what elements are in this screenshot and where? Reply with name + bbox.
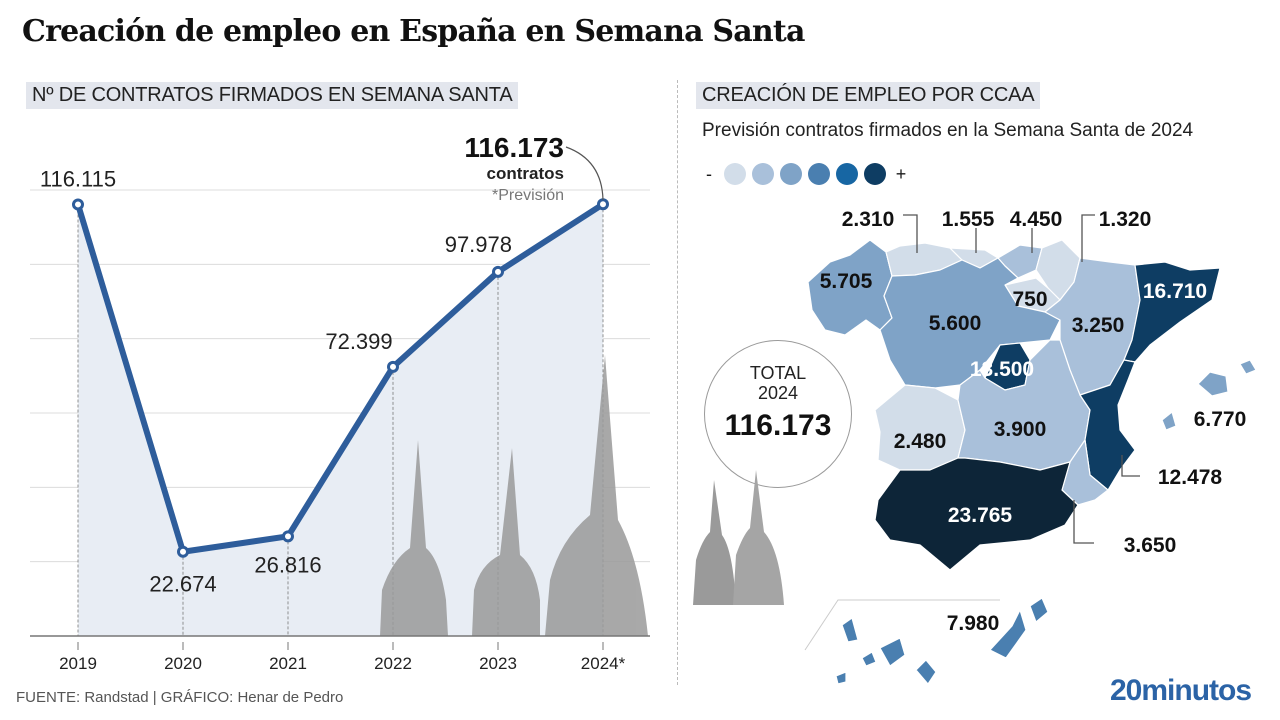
x-tick-label: 2019 (59, 654, 97, 673)
data-point (177, 545, 189, 558)
data-label: 22.674 (149, 572, 216, 597)
region-value-label: 2.310 (842, 208, 895, 231)
penitent-icon (693, 480, 736, 605)
total-badge: TOTAL 2024 116.173 (704, 340, 852, 488)
region-value-label: 4.450 (1010, 208, 1063, 231)
legend-swatch-4 (808, 163, 830, 185)
data-label: 97.978 (445, 232, 512, 257)
region-value-label: 2.480 (894, 430, 947, 453)
region-value-label: 3.650 (1124, 534, 1177, 557)
region-baleares (1161, 359, 1257, 431)
region-value-label: 1.555 (942, 208, 995, 231)
series-line (75, 201, 605, 555)
legend-minus: - (706, 163, 712, 184)
region-value-label: 3.250 (1072, 314, 1125, 337)
region-andalucia (874, 457, 1079, 571)
data-point (282, 530, 294, 543)
legend-swatch-5 (836, 163, 858, 185)
region-value-label: 7.980 (947, 612, 1000, 635)
source-credit: FUENTE: Randstad | GRÁFICO: Henar de Ped… (16, 689, 344, 706)
penitent-icon (733, 470, 784, 605)
penitent-icon (545, 355, 648, 636)
x-tick-label: 2022 (374, 654, 412, 673)
penitent-silhouettes-decoration (380, 355, 648, 636)
legend-swatch-6 (864, 163, 886, 185)
region-cataluna (1123, 261, 1221, 363)
line-chart: 2019 2020 2021 2022 2023 2024* 116.115 22.674 2… (30, 132, 650, 673)
legend-swatch-1 (724, 163, 746, 185)
region-value-label: 5.600 (929, 312, 982, 335)
penitent-silhouettes-map-decoration (693, 470, 784, 605)
penitent-icon (380, 440, 448, 636)
map-section-label: CREACIÓN DE EMPLEO POR CCAA (696, 82, 1041, 109)
highlight-note: *Previsión (492, 187, 564, 204)
region-value-label: 3.900 (994, 418, 1047, 441)
region-value-label: 750 (1012, 288, 1047, 311)
highlight-value: 116.173 (464, 132, 564, 163)
data-point (387, 360, 399, 373)
region-value-label: 5.705 (820, 270, 873, 293)
region-value-label: 12.478 (1158, 466, 1223, 489)
page-title: Creación de empleo en España en Semana S… (22, 14, 805, 49)
penitent-icon (472, 448, 540, 636)
line-chart-section-label: Nº DE CONTRATOS FIRMADOS EN SEMANA SANTA (26, 82, 519, 109)
area-fill (78, 204, 603, 636)
region-value-label: 1.320 (1099, 208, 1152, 231)
map-subtitle: Previsión contratos firmados en la Seman… (702, 120, 1194, 141)
data-label: 116.115 (40, 166, 116, 191)
total-year: 2024 (757, 383, 799, 403)
x-tick-label: 2020 (164, 654, 202, 673)
x-tick-label: 2024* (581, 654, 626, 673)
highlight-unit: contratos (487, 164, 564, 183)
legend-plus: + (895, 163, 907, 184)
x-axis: 2019 2020 2021 2022 2023 2024* (30, 635, 650, 673)
legend-swatch-3 (780, 163, 802, 185)
region-value-label: 13.500 (970, 358, 1034, 381)
region-extremadura (874, 384, 966, 471)
data-label: 26.816 (254, 552, 321, 577)
annotation-connector (565, 146, 604, 201)
x-tick-label: 2023 (479, 654, 517, 673)
region-value-label: 16.710 (1143, 280, 1207, 303)
legend-swatch-2 (752, 163, 774, 185)
region-value-label: 23.765 (948, 504, 1013, 527)
region-canarias (835, 597, 1049, 685)
brand-logo: 20minutos (1110, 674, 1252, 707)
data-point (492, 265, 504, 278)
region-value-label: 6.770 (1194, 408, 1247, 431)
canarias-inset-frame (804, 599, 1000, 651)
total-value: 116.173 (724, 409, 832, 442)
color-legend: - + (700, 163, 910, 185)
data-point (597, 198, 609, 211)
total-label: TOTAL (749, 363, 807, 383)
region-comunidad-valenciana (1079, 359, 1136, 491)
spain-ccaa-map: 5.705 2.310 1.555 4.450 1.320 750 5.600 3.250 16… (804, 208, 1257, 685)
x-tick-label: 2021 (269, 654, 307, 673)
data-point (72, 198, 84, 211)
leader-lines (903, 214, 1140, 544)
section-divider (677, 80, 678, 685)
data-label: 72.399 (325, 329, 392, 354)
